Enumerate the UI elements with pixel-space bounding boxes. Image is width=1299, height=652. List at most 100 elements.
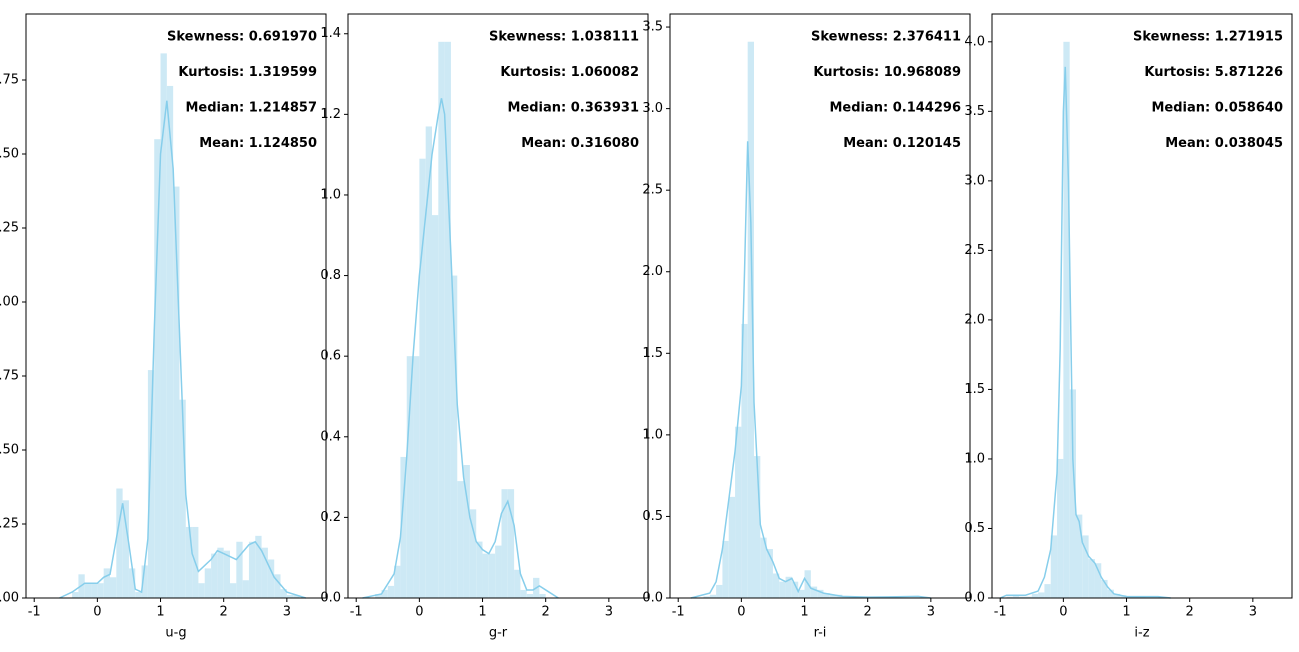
histogram-bar <box>728 496 736 598</box>
histogram-bar <box>798 589 805 598</box>
annotation: Kurtosis: 1.060082 <box>500 65 639 80</box>
histogram-bar <box>791 581 799 598</box>
histogram-bar <box>539 593 546 598</box>
histogram-bar <box>772 573 780 598</box>
annotation: Skewness: 1.038111 <box>489 30 639 45</box>
x-tick-label: 3 <box>927 605 935 620</box>
histogram-bar <box>394 565 401 598</box>
y-tick-label: 0.50 <box>0 443 19 458</box>
histogram-bar <box>514 569 521 598</box>
histogram-bar <box>482 553 489 598</box>
y-tick-label: 3.5 <box>642 20 663 35</box>
annotation: Kurtosis: 10.968089 <box>813 65 961 80</box>
histogram-bar <box>1057 458 1064 598</box>
x-axis-label: u-g <box>165 626 186 641</box>
y-tick-label: 0.8 <box>320 268 341 283</box>
histogram-bar <box>1006 596 1013 598</box>
annotation: Median: 0.363931 <box>507 101 639 116</box>
y-tick-label: 1.00 <box>0 295 19 310</box>
annotation: Skewness: 1.271915 <box>1133 30 1283 45</box>
histogram-bar <box>103 568 110 598</box>
kde-line <box>999 66 1171 599</box>
y-tick-label: 3.0 <box>642 101 663 116</box>
histogram-bar <box>91 583 98 598</box>
x-tick-label: 2 <box>864 605 872 620</box>
histogram-bar <box>419 158 426 598</box>
histogram-bar <box>1101 579 1108 598</box>
histogram-bar <box>230 583 237 598</box>
histogram-bar <box>1063 41 1070 599</box>
x-tick-label: 3 <box>1249 605 1257 620</box>
x-tick-label: 2 <box>1186 605 1194 620</box>
x-tick-label: 2 <box>542 605 550 620</box>
histogram-bar <box>160 53 167 599</box>
x-tick-label: 0 <box>415 605 423 620</box>
y-tick-label: 0.5 <box>964 521 985 536</box>
histogram-bar <box>741 323 748 598</box>
y-tick-label: 0.25 <box>0 517 19 532</box>
x-tick-label: 1 <box>478 605 486 620</box>
histogram-bar <box>501 489 508 598</box>
annotation: Median: 1.214857 <box>185 101 317 116</box>
axes-frame <box>25 13 327 599</box>
annotation: Mean: 0.038045 <box>1165 136 1283 151</box>
annotation: Median: 0.058640 <box>1151 101 1283 116</box>
annotation: Mean: 1.124850 <box>199 136 317 151</box>
histogram-bar <box>154 139 161 598</box>
histogram-bar <box>703 596 710 598</box>
y-tick-label: 0.0 <box>964 591 985 606</box>
histogram-bar <box>722 540 729 598</box>
x-tick-label: 3 <box>605 605 613 620</box>
y-tick-label: 1.75 <box>0 73 19 88</box>
histogram-bar <box>141 565 148 598</box>
y-tick-label: 2.5 <box>642 183 663 198</box>
y-tick-label: 2.0 <box>642 264 663 279</box>
histogram-bar <box>760 537 767 598</box>
histogram-bar <box>1012 595 1020 598</box>
histogram-bar <box>823 593 830 598</box>
histogram-bar <box>1094 563 1102 598</box>
histogram-bar <box>72 592 79 598</box>
kde-line <box>690 141 931 599</box>
y-tick-label: 2.5 <box>964 243 985 258</box>
histogram-bar <box>438 41 445 599</box>
histogram-bar <box>387 585 395 598</box>
histogram-bar <box>425 126 432 598</box>
histogram-bar <box>255 535 262 598</box>
histogram-bar <box>432 215 439 599</box>
histogram-bar <box>242 580 249 598</box>
x-tick-label: -1 <box>28 605 41 620</box>
histogram-bar <box>488 553 496 598</box>
histogram-bar <box>810 586 818 598</box>
histogram-bar <box>1069 389 1076 598</box>
histogram-bar <box>122 500 129 598</box>
histogram-bar <box>766 549 773 598</box>
histogram-bar <box>526 593 534 598</box>
histogram-bar <box>280 589 287 598</box>
histogram-bar <box>779 581 786 598</box>
kde-line <box>59 100 307 599</box>
x-tick-label: -1 <box>994 605 1007 620</box>
y-tick-label: 1.4 <box>320 26 341 41</box>
histogram-bar <box>179 399 186 598</box>
axes-frame <box>991 13 1293 599</box>
y-tick-label: 0.75 <box>0 369 19 384</box>
histogram-bar <box>1031 593 1039 598</box>
x-tick-label: 2 <box>220 605 228 620</box>
histogram-bar <box>274 574 281 598</box>
histogram-bar <box>84 583 92 598</box>
y-tick-label: 1.0 <box>642 427 663 442</box>
histogram-bar <box>147 370 155 598</box>
y-tick-label: 1.5 <box>964 382 985 397</box>
axes-frame <box>669 13 971 599</box>
histogram-bar <box>735 426 742 598</box>
histogram-bar <box>217 547 224 598</box>
histogram-bar <box>1082 535 1089 598</box>
y-tick-label: 0.4 <box>320 429 341 444</box>
histogram-bar <box>1113 593 1121 598</box>
histogram-bar <box>267 559 275 598</box>
y-tick-label: 3.0 <box>964 173 985 188</box>
histogram-bar <box>110 577 117 598</box>
y-tick-label: 1.50 <box>0 147 19 162</box>
